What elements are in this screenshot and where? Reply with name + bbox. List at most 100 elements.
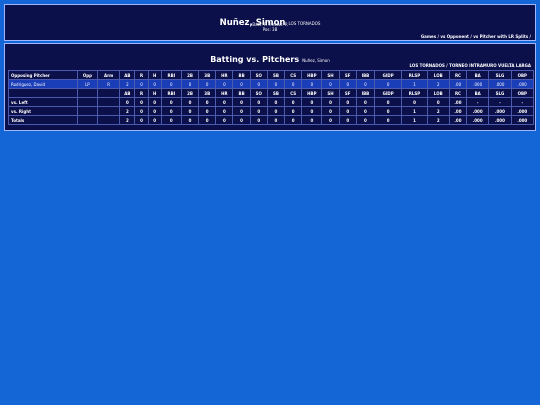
column-header-so[interactable]: SO	[249, 70, 268, 80]
column-header-hr[interactable]: HR	[215, 70, 234, 80]
column-header-rbi[interactable]: RBI	[160, 70, 182, 80]
stat-cell: 0	[147, 79, 162, 89]
nav-link-vs-opponent[interactable]: vs Opponent	[440, 34, 469, 39]
stat-cell: 0	[180, 115, 200, 125]
column-header-lob[interactable]: LOB	[426, 70, 450, 80]
stat-cell: 0	[266, 115, 286, 125]
player-name: Nuñez, Simon	[219, 18, 286, 28]
empty-header-cell	[76, 88, 99, 98]
column-header-sb[interactable]: SB	[266, 70, 286, 80]
stat-cell: 0	[355, 106, 376, 116]
nav-separator: /	[436, 34, 441, 39]
stat-cell: 2	[426, 79, 450, 89]
stat-cell: 2	[119, 79, 136, 89]
split-row-vs-left: vs. Left 0 0 0 0 0 0 0 0 0 0 0 0 0 0 0 0 0 0.00- - -	[8, 97, 535, 107]
stat-cell: -	[510, 97, 535, 107]
stat-cell: 0	[249, 115, 268, 125]
split-label: vs. Right	[8, 106, 78, 116]
stat-cell: 0	[374, 106, 403, 116]
stat-cell: 0	[160, 106, 182, 116]
column-header-hbp[interactable]: HBP	[301, 70, 323, 80]
stat-cell: LP	[76, 79, 99, 89]
stat-cell: 2	[426, 106, 450, 116]
column-header-sf[interactable]: SF	[338, 70, 357, 80]
split-header-ibb: IBB	[355, 88, 376, 98]
stat-cell: .00	[448, 97, 468, 107]
stat-cell: 0	[266, 106, 286, 116]
stat-cell: 0	[321, 97, 340, 107]
split-header-sb: SB	[266, 88, 286, 98]
player-team: LOS TORNADOS	[288, 21, 321, 26]
stat-cell: 0	[160, 79, 182, 89]
stat-cell: -	[466, 97, 490, 107]
stat-cell: 0	[232, 79, 251, 89]
column-header-r[interactable]: R	[134, 70, 149, 80]
stat-cell: 0	[355, 79, 376, 89]
team-league-label: LOS TORNADOS / TORNEO INTRAMURO VUELTA L…	[409, 63, 531, 68]
empty-header-cell	[8, 88, 78, 98]
column-header-opp[interactable]: Opp	[76, 70, 99, 80]
pitcher-row[interactable]: Rodriguez, David LP R 2 0 0 0 0 0 0 0 0 0 0 0 0 0 0 0 1 2.00…	[8, 79, 535, 89]
stat-cell: 0	[147, 97, 162, 107]
column-header-ibb[interactable]: IBB	[355, 70, 376, 80]
stat-cell: 0	[301, 97, 323, 107]
empty-cell	[76, 106, 99, 116]
column-header-3b[interactable]: 3B	[198, 70, 217, 80]
column-header-obp[interactable]: OBP	[510, 70, 535, 80]
column-header-bb[interactable]: BB	[232, 70, 251, 80]
empty-header-cell	[96, 88, 121, 98]
stat-cell: .00	[448, 79, 468, 89]
stat-cell: 2	[119, 115, 136, 125]
column-header-opposing-pitcher[interactable]: Opposing Pitcher	[8, 70, 78, 80]
stat-cell: 0	[301, 115, 323, 125]
stat-cell: 0	[215, 115, 234, 125]
column-header-slg[interactable]: SLG	[488, 70, 512, 80]
column-header-ba[interactable]: BA	[466, 70, 490, 80]
stat-cell: 0	[374, 97, 403, 107]
stat-cell: 0	[119, 97, 136, 107]
split-header-sh: SH	[321, 88, 340, 98]
split-row-totals: Totals 2 0 0 0 0 0 0 0 0 0 0 0 0 0 0 0 1 2.00.000.000.000	[8, 115, 535, 125]
column-header-cs[interactable]: CS	[284, 70, 303, 80]
stat-cell: 0	[160, 97, 182, 107]
split-header-lob: LOB	[426, 88, 450, 98]
stat-cell: 0	[301, 106, 323, 116]
stat-cell: .000	[466, 79, 490, 89]
column-header-h[interactable]: H	[147, 70, 162, 80]
nav-link-vs-pitcher-lr[interactable]: vs Pitcher with LR Splits	[473, 34, 529, 39]
stat-cell: 0	[284, 97, 303, 107]
stat-cell: .000	[488, 106, 512, 116]
stat-cell: 0	[284, 106, 303, 116]
stat-cell: 0	[321, 79, 340, 89]
stat-cell: 0	[134, 115, 149, 125]
stat-cell: R	[96, 79, 121, 89]
position: Pos: 3B	[262, 27, 278, 32]
column-header-sh[interactable]: SH	[321, 70, 340, 80]
column-header-rlsp[interactable]: RLSP	[401, 70, 428, 80]
column-header-rc[interactable]: RC	[448, 70, 468, 80]
section-player: Nuñez, Simon	[302, 58, 330, 63]
column-header-arm[interactable]: Arm	[96, 70, 121, 80]
stat-cell: 0	[401, 97, 428, 107]
bats-throws: Bats: R Throws: R	[252, 22, 288, 27]
column-header-ab[interactable]: AB	[119, 70, 136, 80]
player-title: Nuñez, Simon LOS TORNADOS	[5, 10, 535, 29]
split-header-r: R	[134, 88, 149, 98]
stat-cell: 0	[284, 79, 303, 89]
stat-cell: 0	[134, 97, 149, 107]
stat-cell: 0	[355, 115, 376, 125]
stat-cell: 0	[338, 97, 357, 107]
stat-cell: 0	[301, 79, 323, 89]
stat-cell: 0	[284, 115, 303, 125]
column-header-2b[interactable]: 2B	[180, 70, 200, 80]
stat-cell: 0	[198, 106, 217, 116]
nav-link-games[interactable]: Games	[420, 34, 437, 39]
stat-cell: .000	[488, 79, 512, 89]
stats-table: Opposing Pitcher Opp Arm AB R H RBI 2B 3B HR BB SO S…	[8, 70, 535, 125]
column-header-gidp[interactable]: GIDP	[374, 70, 403, 80]
stat-cell: 0	[147, 115, 162, 125]
stat-cell: .00	[448, 106, 468, 116]
stat-cell: 0	[160, 115, 182, 125]
split-header-ba: BA	[466, 88, 490, 98]
split-header-obp: OBP	[510, 88, 535, 98]
